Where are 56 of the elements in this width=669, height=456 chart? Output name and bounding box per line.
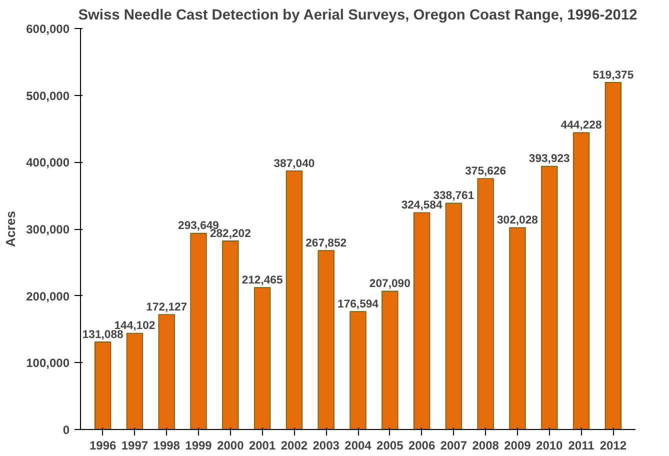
x-tick-label: 2004 (344, 438, 372, 452)
y-tick-label: 500,000 (26, 88, 70, 103)
bar (222, 240, 239, 430)
bar (509, 227, 526, 430)
x-tick-label: 2003 (312, 438, 340, 452)
bar (350, 311, 366, 430)
bar (413, 212, 430, 430)
bar (286, 170, 303, 430)
bar (158, 314, 175, 430)
bar (445, 202, 462, 430)
chart-title: Swiss Needle Cast Detection by Aerial Surveys, Oregon Coast Range, 1996-2012 (78, 8, 638, 24)
bar (572, 132, 590, 430)
bar (477, 178, 494, 430)
x-tick-label: 1996 (89, 438, 116, 452)
data-label: 212,465 (242, 274, 283, 287)
data-label: 387,040 (274, 158, 315, 170)
x-tick-label: 1998 (153, 438, 180, 452)
data-label: 375,626 (465, 165, 506, 178)
y-tick-label: 600,000 (26, 22, 70, 36)
data-label: 267,852 (306, 237, 347, 250)
data-label: 519,375 (592, 69, 634, 82)
x-tick-label: 2009 (504, 438, 532, 452)
bar (604, 82, 622, 430)
data-label: 131,088 (82, 328, 124, 341)
x-tick-label: 2012 (600, 438, 627, 452)
y-tick-label: 0 (62, 423, 70, 437)
y-axis-title: Acres (3, 210, 18, 248)
y-tick-label: 100,000 (26, 356, 70, 370)
x-tick-label: 2008 (472, 438, 500, 452)
x-tick-label: 2011 (568, 438, 595, 452)
x-tick-label: 2010 (536, 438, 564, 452)
data-label: 324,584 (401, 200, 443, 212)
bar (382, 290, 398, 430)
y-tick-label: 400,000 (26, 156, 70, 170)
y-tick-label: 200,000 (26, 289, 70, 304)
x-tick-label: 2007 (440, 438, 468, 452)
data-label: 393,923 (528, 153, 570, 166)
x-tick-label: 1997 (121, 438, 148, 452)
data-label: 176,594 (338, 298, 380, 310)
x-tick-label: 2005 (376, 438, 404, 452)
bar (318, 250, 334, 430)
x-tick-label: 2006 (408, 438, 436, 452)
data-label: 207,090 (369, 278, 410, 290)
data-label: 444,228 (560, 120, 602, 132)
data-label: 172,127 (146, 301, 188, 314)
x-tick-label: 2000 (217, 438, 244, 452)
x-tick-label: 1999 (185, 438, 212, 452)
data-label: 302,028 (497, 214, 538, 227)
x-tick-label: 2002 (280, 438, 308, 452)
bar (541, 166, 558, 430)
bar (190, 232, 207, 430)
bar (254, 287, 271, 430)
x-tick-label: 2001 (248, 438, 276, 452)
bar (94, 342, 112, 430)
bar (126, 332, 144, 430)
y-tick-label: 300,000 (26, 222, 70, 236)
